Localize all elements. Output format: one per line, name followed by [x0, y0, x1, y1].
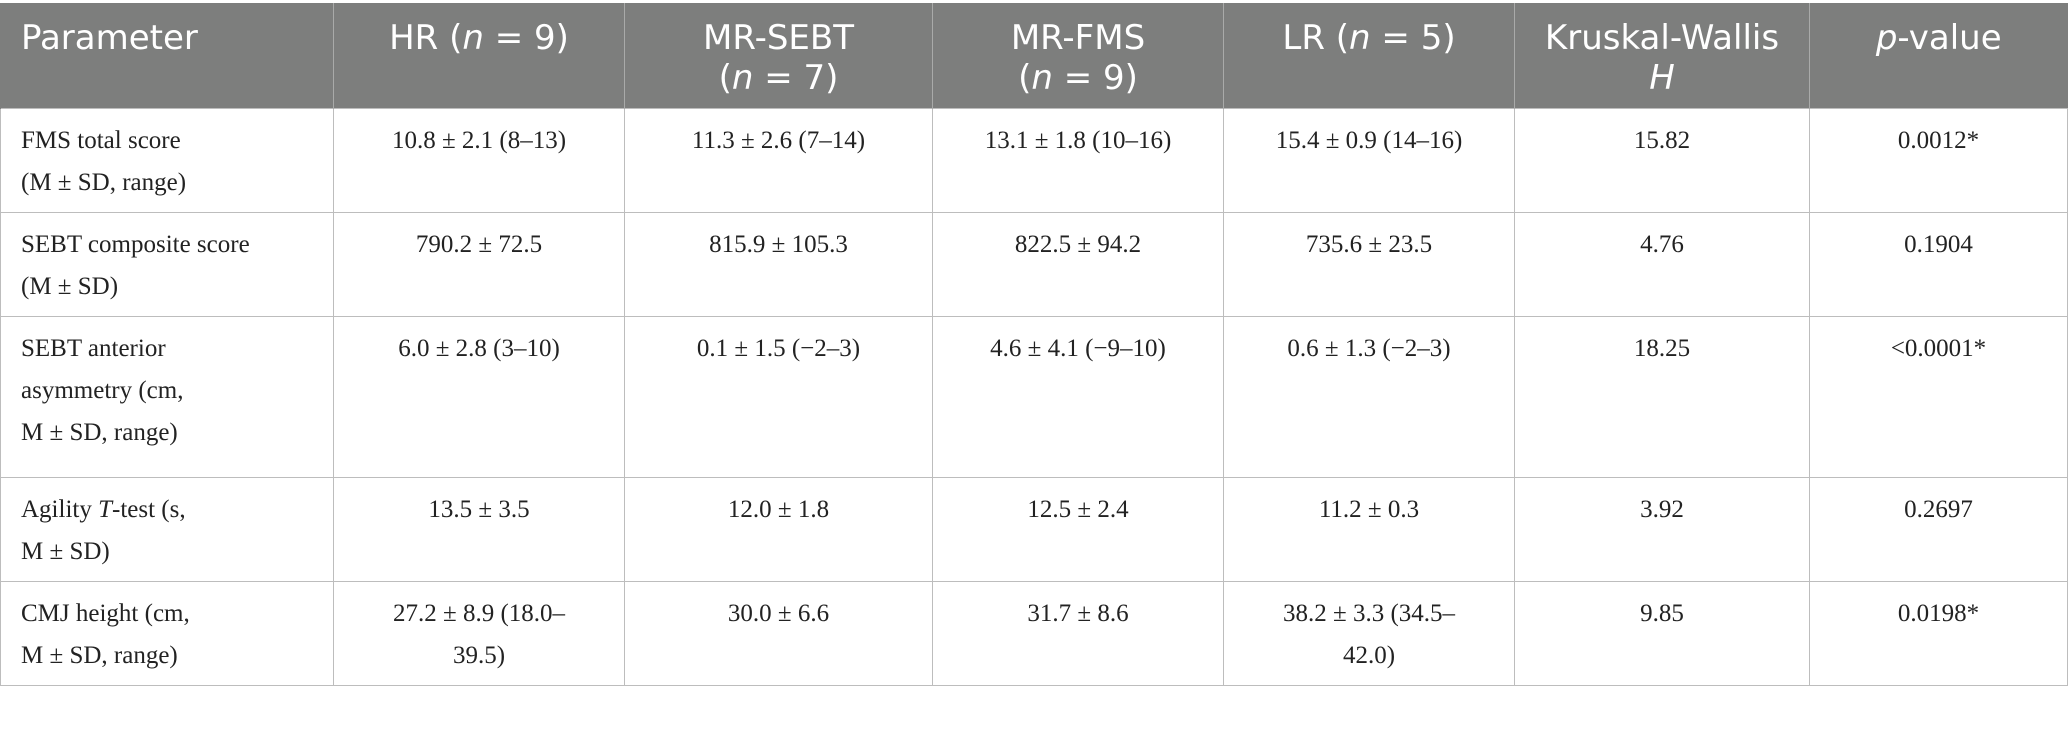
table-row: FMS total score (M ± SD, range) 10.8 ± 2.…	[0, 108, 2068, 213]
cell-p: 0.2697	[1809, 477, 2068, 582]
cell-p: 0.1904	[1809, 212, 2068, 317]
cell-parameter: SEBT composite score (M ± SD)	[0, 212, 334, 317]
cell-parameter: Agility T-test (s, M ± SD)	[0, 477, 334, 582]
table-header: Parameter HR (n = 9) MR-SEBT (n = 7) MR-F…	[0, 3, 2068, 109]
cell-lr: 15.4 ± 0.9 (14–16)	[1223, 108, 1515, 213]
table-body: FMS total score (M ± SD, range) 10.8 ± 2.…	[0, 108, 2068, 686]
header-kruskal-wallis: Kruskal-Wallis H	[1514, 3, 1810, 109]
cell-mr-sebt: 11.3 ± 2.6 (7–14)	[624, 108, 933, 213]
header-p-value: p-value	[1809, 3, 2068, 109]
cell-parameter: CMJ height (cm, M ± SD, range)	[0, 581, 334, 686]
table-row: SEBT anterior asymmetry (cm, M ± SD, range…	[0, 316, 2068, 478]
cell-parameter: SEBT anterior asymmetry (cm, M ± SD, range…	[0, 316, 334, 478]
cell-lr: 11.2 ± 0.3	[1223, 477, 1515, 582]
header-hr: HR (n = 9)	[333, 3, 625, 109]
cell-p: 0.0198*	[1809, 581, 2068, 686]
cell-mr-sebt: 815.9 ± 105.3	[624, 212, 933, 317]
table-row: Agility T-test (s, M ± SD) 13.5 ± 3.5 12.…	[0, 477, 2068, 582]
cell-hr: 6.0 ± 2.8 (3–10)	[333, 316, 625, 478]
header-mr-sebt: MR-SEBT (n = 7)	[624, 3, 933, 109]
cell-parameter: FMS total score (M ± SD, range)	[0, 108, 334, 213]
table-row: SEBT composite score (M ± SD) 790.2 ± 72.…	[0, 212, 2068, 317]
cell-lr: 0.6 ± 1.3 (−2–3)	[1223, 316, 1515, 478]
header-lr: LR (n = 5)	[1223, 3, 1515, 109]
cell-hr: 13.5 ± 3.5	[333, 477, 625, 582]
cell-hr: 27.2 ± 8.9 (18.0– 39.5)	[333, 581, 625, 686]
cell-mr-fms: 31.7 ± 8.6	[932, 581, 1224, 686]
results-table-container: Parameter HR (n = 9) MR-SEBT (n = 7) MR-F…	[0, 3, 2068, 686]
cell-mr-fms: 4.6 ± 4.1 (−9–10)	[932, 316, 1224, 478]
cell-mr-fms: 12.5 ± 2.4	[932, 477, 1224, 582]
cell-hr: 790.2 ± 72.5	[333, 212, 625, 317]
cell-p: <0.0001*	[1809, 316, 2068, 478]
cell-h: 9.85	[1514, 581, 1810, 686]
header-parameter: Parameter	[0, 3, 334, 109]
cell-mr-sebt: 12.0 ± 1.8	[624, 477, 933, 582]
results-table: Parameter HR (n = 9) MR-SEBT (n = 7) MR-F…	[0, 3, 2068, 686]
cell-mr-sebt: 30.0 ± 6.6	[624, 581, 933, 686]
cell-lr: 735.6 ± 23.5	[1223, 212, 1515, 317]
cell-lr: 38.2 ± 3.3 (34.5– 42.0)	[1223, 581, 1515, 686]
cell-h: 15.82	[1514, 108, 1810, 213]
cell-mr-sebt: 0.1 ± 1.5 (−2–3)	[624, 316, 933, 478]
cell-h: 4.76	[1514, 212, 1810, 317]
cell-mr-fms: 13.1 ± 1.8 (10–16)	[932, 108, 1224, 213]
cell-hr: 10.8 ± 2.1 (8–13)	[333, 108, 625, 213]
cell-p: 0.0012*	[1809, 108, 2068, 213]
cell-h: 3.92	[1514, 477, 1810, 582]
cell-h: 18.25	[1514, 316, 1810, 478]
header-mr-fms: MR-FMS (n = 9)	[932, 3, 1224, 109]
header-row: Parameter HR (n = 9) MR-SEBT (n = 7) MR-F…	[0, 3, 2068, 109]
cell-mr-fms: 822.5 ± 94.2	[932, 212, 1224, 317]
table-row: CMJ height (cm, M ± SD, range) 27.2 ± 8.9…	[0, 581, 2068, 686]
